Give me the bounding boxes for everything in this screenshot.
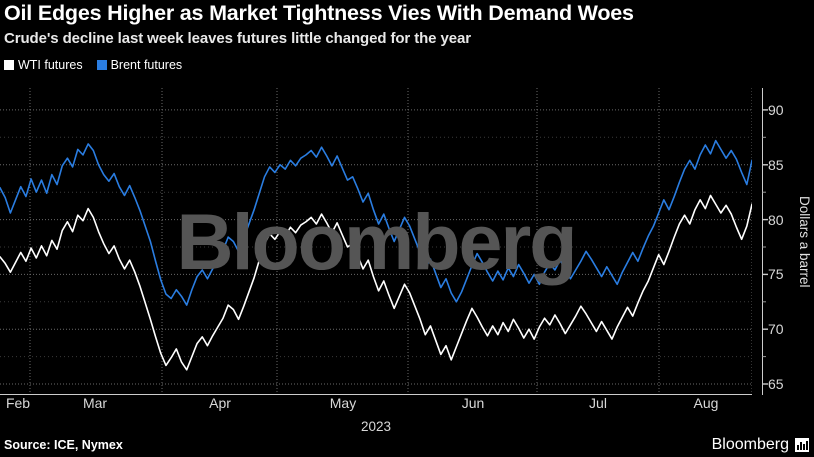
y-tick-label: 85 (768, 156, 784, 173)
y-axis-title-text: Dollars a barrel (797, 195, 812, 288)
y-axis-ticks (762, 88, 768, 395)
x-tick-label: Jul (589, 395, 607, 411)
brand-footer: Bloomberg (712, 436, 809, 454)
x-tick-label: Apr (209, 395, 231, 411)
legend-item-brent[interactable]: Brent futures (96, 58, 183, 72)
y-axis: 65 70 75 80 85 90 (752, 88, 814, 395)
plot-svg (0, 88, 752, 395)
square-swatch-icon (96, 60, 107, 70)
x-axis: Feb Mar Apr May Jun Jul Aug (0, 395, 752, 417)
square-swatch-icon (4, 60, 14, 70)
page-title: Oil Edges Higher as Market Tightness Vie… (4, 1, 634, 25)
x-axis-title: 2023 (360, 419, 392, 434)
y-tick-label: 80 (768, 211, 784, 228)
plot-area (0, 88, 752, 395)
legend-item-wti[interactable]: WTI futures (4, 58, 83, 72)
x-tick-label: May (329, 395, 357, 411)
brand-name: Bloomberg (711, 436, 789, 453)
source-note: Source: ICE, Nymex (4, 438, 123, 452)
y-tick-label: 75 (768, 266, 784, 283)
chart-legend: WTI futures Brent futures (4, 58, 182, 72)
legend-label: WTI futures (18, 58, 83, 72)
x-tick-label: Jun (461, 395, 485, 411)
y-tick-label: 65 (768, 376, 784, 392)
x-tick-label: Aug (693, 395, 719, 411)
x-tick-label: Mar (82, 395, 108, 411)
y-tick-label: 70 (768, 321, 784, 338)
y-tick-label: 90 (768, 101, 784, 118)
y-axis-title: Dollars a barrel (797, 88, 812, 395)
legend-label: Brent futures (110, 58, 183, 72)
x-tick-label: Feb (5, 395, 31, 411)
page-subtitle: Crude's decline last week leaves futures… (4, 30, 471, 47)
bloomberg-terminal-icon (795, 438, 809, 452)
